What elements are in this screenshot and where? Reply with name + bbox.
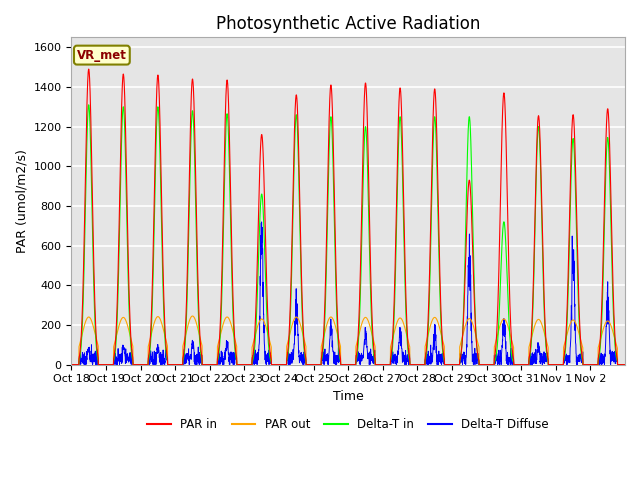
PAR out [181, 336, 189, 342]
Delta-T Diffuse [419, 362, 427, 368]
Line: Delta-T in: Delta-T in [72, 105, 625, 365]
Delta-T Diffuse [68, 362, 76, 368]
PAR in [621, 362, 629, 368]
PAR out [621, 362, 629, 368]
PAR out [615, 362, 623, 368]
Delta-T in [537, 166, 545, 171]
PAR in [419, 362, 427, 368]
PAR out [537, 318, 545, 324]
Delta-T Diffuse [615, 362, 623, 368]
Delta-T in [419, 362, 427, 368]
Delta-T Diffuse [258, 219, 266, 225]
Delta-T in [468, 186, 476, 192]
Delta-T in [615, 362, 623, 368]
Delta-T Diffuse [504, 352, 511, 358]
PAR in [85, 66, 93, 72]
Delta-T Diffuse [468, 345, 476, 350]
Legend: PAR in, PAR out, Delta-T in, Delta-T Diffuse: PAR in, PAR out, Delta-T in, Delta-T Dif… [143, 413, 554, 435]
Y-axis label: PAR (umol/m2/s): PAR (umol/m2/s) [15, 149, 28, 253]
Delta-T in [621, 362, 629, 368]
Line: Delta-T Diffuse: Delta-T Diffuse [72, 222, 625, 365]
PAR in [68, 362, 76, 368]
PAR out [468, 319, 476, 325]
PAR out [504, 321, 511, 327]
Delta-T in [68, 362, 76, 368]
Delta-T in [85, 102, 93, 108]
Line: PAR in: PAR in [72, 69, 625, 365]
Delta-T Diffuse [181, 354, 189, 360]
Delta-T in [504, 279, 511, 285]
PAR in [181, 336, 189, 341]
Delta-T Diffuse [537, 350, 545, 356]
PAR in [468, 226, 476, 232]
Line: PAR out: PAR out [72, 316, 625, 365]
PAR out [189, 313, 196, 319]
Title: Photosynthetic Active Radiation: Photosynthetic Active Radiation [216, 15, 481, 33]
Text: VR_met: VR_met [77, 48, 127, 61]
PAR in [537, 153, 545, 158]
PAR in [504, 195, 511, 201]
Delta-T Diffuse [621, 362, 629, 368]
Delta-T in [181, 344, 189, 349]
PAR in [615, 362, 623, 368]
X-axis label: Time: Time [333, 390, 364, 403]
PAR out [68, 362, 76, 368]
PAR out [419, 362, 427, 368]
